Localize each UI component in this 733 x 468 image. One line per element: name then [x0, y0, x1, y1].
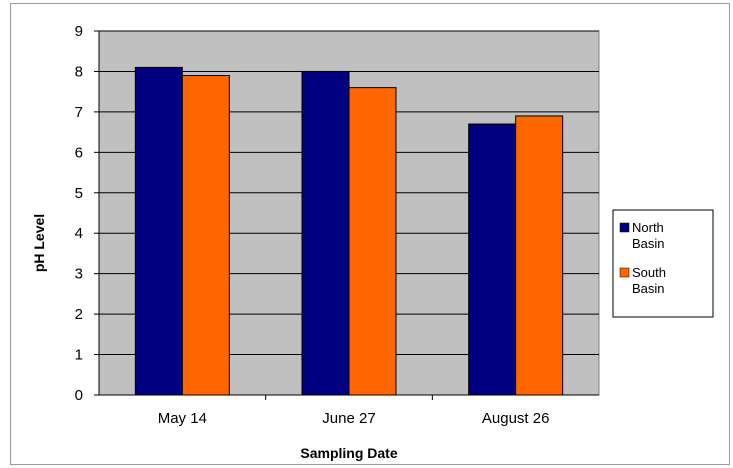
bar-north-basin-0: [134, 66, 183, 396]
legend-label: Basin: [632, 281, 665, 296]
y-tick-label: 0: [75, 387, 83, 404]
legend-label: South: [632, 265, 666, 280]
x-tick-label: August 26: [482, 410, 550, 427]
y-tick-label: 2: [75, 306, 83, 323]
y-tick-label: 6: [75, 144, 83, 161]
y-tick-labels: 0 1 2 3 4 5 6 7 8 9: [75, 23, 99, 404]
legend-swatch-south-basin: [619, 267, 630, 278]
bar-south-basin-0: [181, 74, 230, 396]
y-tick-label: 3: [75, 266, 83, 283]
x-axis-title: Sampling Date: [300, 445, 397, 461]
y-tick-label: 7: [75, 104, 83, 121]
legend-swatch-north-basin: [619, 222, 630, 233]
y-tick-label: 8: [75, 63, 83, 80]
legend-label: North: [632, 220, 664, 235]
y-tick-label: 1: [75, 347, 83, 364]
bar-north-basin-1: [301, 70, 350, 396]
x-tick-label: June 27: [322, 410, 375, 427]
x-tick-labels: May 14 June 27 August 26: [158, 395, 550, 427]
bar-south-basin-1: [348, 87, 397, 396]
legend-label: Basin: [632, 236, 665, 251]
y-axis-title: pH Level: [31, 214, 47, 272]
legend-box: [612, 209, 714, 318]
bar-south-basin-2: [515, 115, 564, 396]
y-tick-label: 4: [75, 225, 83, 242]
bars: [134, 66, 564, 396]
bar-north-basin-2: [468, 123, 517, 396]
y-tick-label: 5: [75, 185, 83, 202]
y-tick-label: 9: [75, 23, 83, 40]
x-tick-label: May 14: [158, 410, 207, 427]
